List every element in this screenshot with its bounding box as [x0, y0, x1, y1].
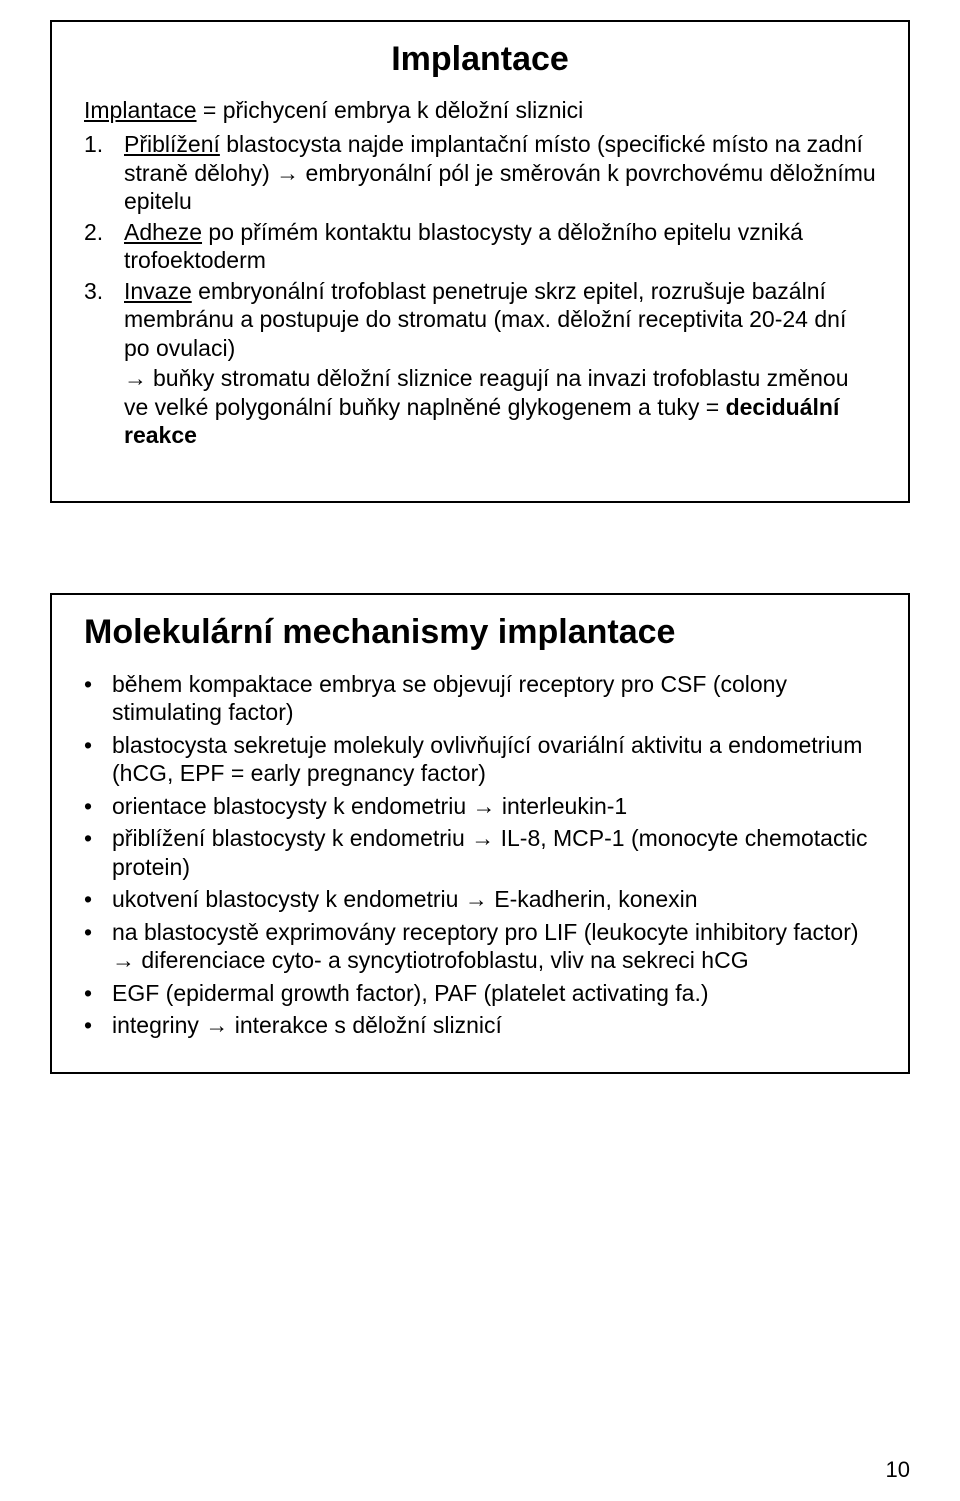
list-item: 3.Invaze embryonální trofoblast penetruj…	[84, 277, 876, 363]
list-item: 2.Adheze po přímém kontaktu blastocysty …	[84, 218, 876, 275]
item-label: Adheze	[124, 219, 202, 245]
bullet-text: orientace blastocysty k endometriu → int…	[112, 793, 627, 819]
list-item: ukotvení blastocysty k endometriu → E-ka…	[84, 885, 876, 914]
definition-text: = přichycení embrya k děložní sliznici	[197, 97, 584, 123]
list-item: přiblížení blastocysty k endometriu → IL…	[84, 824, 876, 881]
slide1-title: Implantace	[84, 40, 876, 79]
item-number: 2.	[84, 218, 124, 247]
item-number: 1.	[84, 130, 124, 159]
bullet-text: přiblížení blastocysty k endometriu → IL…	[112, 825, 867, 880]
item-label: Přiblížení	[124, 131, 220, 157]
item-rest: embryonální trofoblast penetruje skrz ep…	[124, 278, 846, 361]
item-rest: po přímém kontaktu blastocysty a děložní…	[124, 219, 803, 274]
slide2-bullet-list: během kompaktace embrya se objevují rece…	[84, 670, 876, 1040]
bullet-text: na blastocystě exprimovány receptory pro…	[112, 919, 859, 974]
list-item: orientace blastocysty k endometriu → int…	[84, 792, 876, 821]
bullet-text: během kompaktace embrya se objevují rece…	[112, 671, 787, 726]
list-item: integriny → interakce s děložní sliznicí	[84, 1011, 876, 1040]
arrow-right-icon	[124, 365, 153, 391]
list-item: 1.Přiblížení blastocysta najde implantač…	[84, 130, 876, 216]
slide1-definition: Implantace = přichycení embrya k děložní…	[84, 97, 876, 124]
list-item: během kompaktace embrya se objevují rece…	[84, 670, 876, 727]
bullet-icon	[84, 671, 112, 697]
bullet-text: ukotvení blastocysty k endometriu → E-ka…	[112, 886, 698, 912]
bullet-icon	[84, 980, 112, 1006]
slide-implantace: Implantace Implantace = přichycení embry…	[50, 20, 910, 503]
slide-molekularni-mechanismy: Molekulární mechanismy implantace během …	[50, 593, 910, 1074]
slide1-sub-arrow: buňky stromatu děložní sliznice reagují …	[84, 364, 876, 450]
bullet-text: blastocysta sekretuje molekuly ovlivňují…	[112, 732, 862, 787]
item-label: Invaze	[124, 278, 192, 304]
list-item: na blastocystě exprimovány receptory pro…	[84, 918, 876, 975]
document-page: Implantace Implantace = přichycení embry…	[0, 0, 960, 1501]
item-rest: blastocysta najde implantační místo (spe…	[124, 131, 876, 214]
bullet-text: integriny → interakce s děložní sliznicí	[112, 1012, 502, 1038]
bullet-text: EGF (epidermal growth factor), PAF (plat…	[112, 980, 709, 1006]
slide2-title: Molekulární mechanismy implantace	[84, 613, 876, 652]
bullet-icon	[84, 1012, 112, 1038]
definition-term: Implantace	[84, 97, 197, 123]
bullet-icon	[84, 919, 112, 945]
bullet-icon	[84, 825, 112, 851]
bullet-icon	[84, 793, 112, 819]
page-number: 10	[886, 1457, 910, 1483]
item-number: 3.	[84, 277, 124, 306]
slide1-numbered-list: 1.Přiblížení blastocysta najde implantač…	[84, 130, 876, 362]
list-item: EGF (epidermal growth factor), PAF (plat…	[84, 979, 876, 1008]
bullet-icon	[84, 886, 112, 912]
bullet-icon	[84, 732, 112, 758]
list-item: blastocysta sekretuje molekuly ovlivňují…	[84, 731, 876, 788]
